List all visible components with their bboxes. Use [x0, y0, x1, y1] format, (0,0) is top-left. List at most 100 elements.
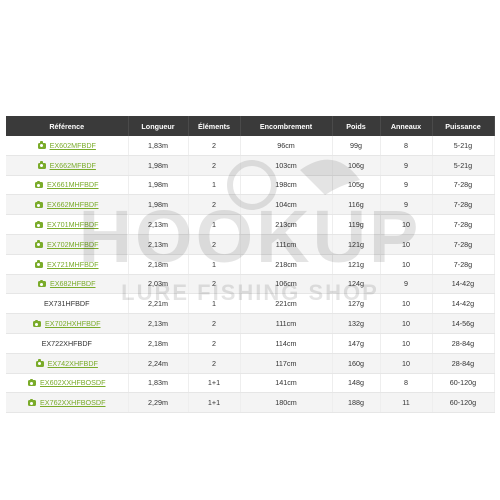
encombrement-cell: 218cm	[240, 254, 333, 275]
reference-cell: EX731HFBDF	[6, 293, 129, 315]
elements-cell: 2	[188, 234, 241, 255]
longueur-cell: 1,83m	[128, 136, 189, 156]
longueur-cell: 1,98m	[128, 155, 189, 176]
poids-cell: 188g	[332, 392, 381, 414]
reference-cell[interactable]: EX602XXHFBOSDF	[6, 373, 129, 394]
puissance-cell: 14-42g	[432, 293, 495, 315]
header-elements: Éléments	[188, 116, 241, 136]
reference-link[interactable]: EX762XXHFBOSDF	[39, 398, 106, 408]
reference-link[interactable]: EX662MFBDF	[49, 160, 96, 170]
camera-icon[interactable]	[37, 161, 46, 169]
poids-cell: 121g	[332, 234, 381, 255]
table-row: EX662MFBDF 1,98m 2 103cm 106g 9 5-21g	[6, 155, 495, 176]
camera-icon[interactable]	[35, 359, 44, 367]
reference-cell[interactable]: EX721MHFBDF	[6, 254, 129, 275]
camera-icon[interactable]	[34, 220, 43, 229]
anneaux-cell: 11	[380, 392, 433, 414]
header-anneaux: Anneaux	[380, 116, 433, 136]
reference-cell[interactable]: EX702HXHFBDF	[6, 313, 129, 334]
poids-cell: 127g	[332, 293, 381, 315]
table-row: EX721MHFBDF 2,18m 1 218cm 121g 10 7-28g	[6, 254, 495, 275]
reference-cell[interactable]: EX762XXHFBOSDF	[6, 392, 129, 414]
reference-link[interactable]: EX682HFBDF	[49, 279, 96, 289]
reference-cell: EX722XHFBDF	[6, 333, 129, 354]
table-row: EX702MHFBDF 2,13m 2 111cm 121g 10 7-28g	[6, 234, 495, 255]
encombrement-cell: 117cm	[240, 353, 333, 374]
camera-icon[interactable]	[37, 279, 46, 288]
reference-cell[interactable]: EX662MFBDF	[6, 155, 129, 176]
encombrement-cell: 198cm	[240, 175, 333, 196]
spec-table: Référence Longueur Éléments Encombrement…	[6, 116, 495, 414]
reference-cell[interactable]: EX701MHFBDF	[6, 214, 129, 235]
elements-cell: 1	[188, 214, 241, 235]
poids-cell: 119g	[332, 214, 381, 235]
reference-link[interactable]: EX702HXHFBDF	[44, 319, 101, 329]
encombrement-cell: 213cm	[240, 214, 333, 235]
elements-cell: 2	[188, 136, 241, 156]
camera-icon[interactable]	[34, 240, 43, 248]
encombrement-cell: 221cm	[240, 293, 333, 315]
camera-icon[interactable]	[32, 319, 41, 328]
longueur-cell: 2,21m	[128, 293, 189, 315]
reference-link[interactable]: EX701MHFBDF	[46, 220, 99, 230]
table-row: EX722XHFBDF 2,18m 2 114cm 147g 10 28-84g	[6, 333, 495, 354]
reference-link[interactable]: EX721MHFBDF	[46, 259, 99, 269]
table-row: EX702HXHFBDF 2,13m 2 111cm 132g 10 14-56g	[6, 313, 495, 334]
anneaux-cell: 10	[380, 214, 433, 235]
reference-link[interactable]: EX742XHFBDF	[47, 358, 98, 368]
table-row: EX682HFBDF 2,03m 2 106cm 124g 9 14-42g	[6, 274, 495, 295]
elements-cell: 2	[188, 155, 241, 176]
anneaux-cell: 10	[380, 353, 433, 374]
header-encombrement: Encombrement	[240, 116, 333, 136]
reference-link[interactable]: EX662MHFBDF	[46, 200, 99, 210]
puissance-cell: 5-21g	[432, 136, 495, 156]
camera-icon[interactable]	[34, 180, 43, 189]
reference-text: EX731HFBDF	[43, 299, 90, 309]
camera-icon[interactable]	[27, 378, 36, 387]
reference-link[interactable]: EX702MHFBDF	[46, 239, 99, 249]
poids-cell: 99g	[332, 136, 381, 156]
longueur-cell: 2,13m	[128, 214, 189, 235]
reference-link[interactable]: EX602MFBDF	[49, 140, 96, 150]
table-header-row: Référence Longueur Éléments Encombrement…	[6, 116, 495, 136]
elements-cell: 1	[188, 175, 241, 196]
encombrement-cell: 106cm	[240, 274, 333, 295]
longueur-cell: 2,03m	[128, 274, 189, 295]
reference-cell[interactable]: EX702MHFBDF	[6, 234, 129, 255]
reference-cell[interactable]: EX602MFBDF	[6, 136, 129, 156]
elements-cell: 2	[188, 353, 241, 374]
camera-icon[interactable]	[34, 260, 43, 268]
anneaux-cell: 10	[380, 333, 433, 354]
reference-cell[interactable]: EX742XHFBDF	[6, 353, 129, 374]
poids-cell: 148g	[332, 373, 381, 394]
encombrement-cell: 141cm	[240, 373, 333, 394]
reference-cell[interactable]: EX682HFBDF	[6, 274, 129, 295]
puissance-cell: 14-42g	[432, 274, 495, 295]
anneaux-cell: 8	[380, 136, 433, 156]
reference-link[interactable]: EX602XXHFBOSDF	[39, 378, 106, 388]
puissance-cell: 7-28g	[432, 194, 495, 216]
poids-cell: 132g	[332, 313, 381, 334]
camera-icon[interactable]	[34, 200, 43, 209]
elements-cell: 1+1	[188, 373, 241, 394]
reference-link[interactable]: EX661MHFBDF	[46, 180, 99, 190]
longueur-cell: 2,13m	[128, 313, 189, 334]
table-row: EX661MHFBDF 1,98m 1 198cm 105g 9 7-28g	[6, 175, 495, 196]
longueur-cell: 1,98m	[128, 175, 189, 196]
table-row: EX602MFBDF 1,83m 2 96cm 99g 8 5-21g	[6, 136, 495, 156]
anneaux-cell: 10	[380, 254, 433, 275]
puissance-cell: 7-28g	[432, 254, 495, 275]
elements-cell: 2	[188, 194, 241, 216]
longueur-cell: 2,18m	[128, 333, 189, 354]
elements-cell: 2	[188, 333, 241, 354]
camera-icon[interactable]	[27, 398, 36, 407]
poids-cell: 105g	[332, 175, 381, 196]
anneaux-cell: 10	[380, 313, 433, 334]
camera-icon[interactable]	[37, 141, 46, 149]
poids-cell: 106g	[332, 155, 381, 176]
reference-cell[interactable]: EX662MHFBDF	[6, 194, 129, 216]
longueur-cell: 1,98m	[128, 194, 189, 216]
puissance-cell: 5-21g	[432, 155, 495, 176]
encombrement-cell: 103cm	[240, 155, 333, 176]
reference-cell[interactable]: EX661MHFBDF	[6, 175, 129, 196]
